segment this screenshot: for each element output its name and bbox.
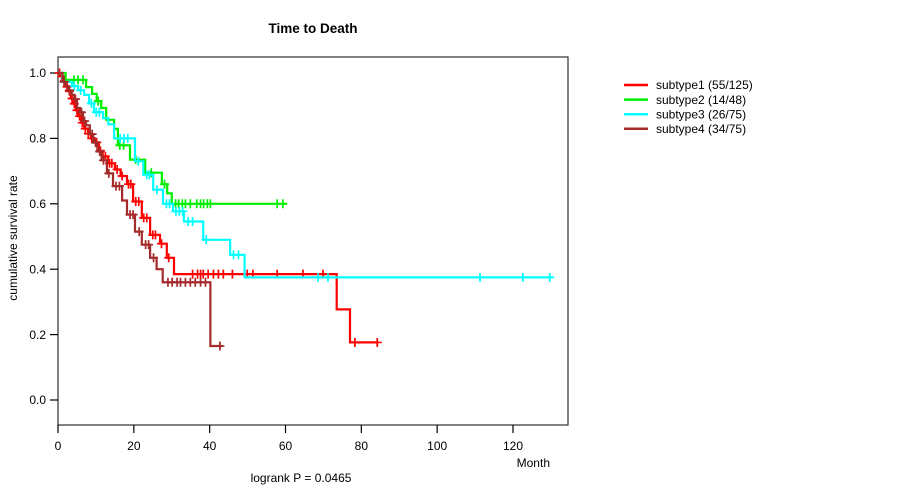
censor-mark-subtype3	[475, 272, 485, 282]
legend-layer: subtype1 (55/125)subtype2 (14/48)subtype…	[624, 78, 753, 136]
y-tick-label: 0.4	[29, 262, 46, 276]
censor-mark-subtype1	[218, 269, 228, 279]
censor-mark-subtype3	[164, 199, 174, 209]
censor-mark-subtype4	[215, 341, 225, 351]
x-tick-label: 40	[203, 439, 217, 453]
censor-mark-subtype2	[146, 168, 156, 178]
censor-mark-subtype1	[117, 171, 127, 181]
x-tick-label: 20	[127, 439, 141, 453]
censor-mark-subtype2	[205, 199, 215, 209]
censor-mark-subtype4	[134, 227, 144, 237]
axes-layer: 1.0 0.8 0.6 0.4 0.2 0.0 0 20 40 60 80 100 120	[29, 56, 569, 453]
curve-subtype4	[58, 71, 223, 348]
censor-mark-subtype3	[313, 272, 323, 282]
censor-mark-subtype3	[518, 272, 528, 282]
censor-mark-subtype3	[178, 206, 188, 216]
censor-mark-subtype3	[94, 107, 104, 117]
censor-mark-subtype4	[114, 181, 124, 191]
censor-mark-subtype1	[134, 197, 144, 207]
censor-mark-subtype4	[87, 129, 97, 139]
legend-label: subtype1 (55/125)	[656, 78, 753, 92]
censor-mark-subtype1	[126, 179, 136, 189]
censor-mark-subtype4	[70, 94, 80, 104]
y-tick-label: 0.0	[29, 393, 46, 407]
curve-subtype3	[58, 71, 553, 279]
legend-label: subtype3 (26/75)	[656, 107, 746, 121]
censor-mark-subtype1	[107, 158, 117, 168]
x-tick-label: 80	[355, 439, 369, 453]
censor-mark-subtype1	[164, 253, 174, 263]
y-tick-label: 0.6	[29, 197, 46, 211]
censor-mark-subtype3	[86, 98, 96, 108]
y-tick-label: 0.8	[29, 132, 46, 146]
chart-title: Time to Death	[268, 21, 357, 36]
legend-label: subtype4 (34/75)	[656, 122, 746, 136]
censor-mark-subtype3	[233, 250, 243, 260]
censor-mark-subtype2	[160, 179, 170, 189]
censor-mark-subtype2	[278, 199, 288, 209]
y-tick-label: 1.0	[29, 66, 46, 80]
censor-mark-subtype1	[227, 269, 237, 279]
censor-mark-subtype3	[133, 156, 143, 166]
censor-mark-subtype4	[149, 253, 159, 263]
plot-box	[57, 56, 569, 426]
censor-mark-subtype3	[323, 272, 333, 282]
censor-mark-subtype4	[77, 107, 87, 117]
censor-mark-subtype1	[142, 213, 152, 223]
censor-mark-subtype1	[350, 337, 360, 347]
censor-mark-subtype3	[69, 81, 79, 91]
y-tick-label: 0.2	[29, 328, 46, 342]
censor-mark-subtype1	[157, 239, 167, 249]
censor-mark-subtype4	[95, 146, 105, 156]
censor-mark-subtype2	[93, 96, 103, 106]
censor-mark-subtype3	[201, 235, 211, 245]
censor-mark-subtype1	[372, 337, 382, 347]
censor-mark-subtype4	[80, 116, 90, 126]
x-tick-label: 100	[427, 439, 447, 453]
censor-mark-subtype4	[200, 277, 210, 287]
censor-mark-subtype3	[188, 216, 198, 226]
censor-mark-subtype3	[123, 133, 133, 143]
censor-mark-subtype1	[112, 164, 122, 174]
censor-mark-subtype3	[76, 85, 86, 95]
logrank-pvalue: logrank P = 0.0465	[251, 471, 352, 485]
censor-mark-subtype4	[128, 210, 138, 220]
censor-mark-subtype4	[59, 77, 69, 87]
x-tick-label: 0	[55, 439, 62, 453]
censor-mark-subtype4	[144, 240, 154, 250]
legend-label: subtype2 (14/48)	[656, 93, 746, 107]
y-axis-title: cumulative survival rate	[6, 175, 20, 301]
censor-mark-subtype4	[104, 168, 114, 178]
censor-mark-subtype1	[150, 230, 160, 240]
censor-mark-subtype4	[64, 85, 74, 95]
censor-mark-subtype3	[152, 185, 162, 195]
censor-mark-subtype4	[91, 138, 101, 148]
x-tick-label: 120	[503, 439, 523, 453]
censor-mark-subtype4	[99, 155, 108, 165]
censor-mark-subtype3	[545, 272, 555, 282]
censor-mark-subtype2	[78, 75, 88, 85]
x-axis-unit-label: Month	[517, 456, 550, 470]
x-tick-label: 60	[279, 439, 293, 453]
curves-layer	[55, 68, 555, 351]
censor-mark-subtype3	[144, 170, 154, 180]
